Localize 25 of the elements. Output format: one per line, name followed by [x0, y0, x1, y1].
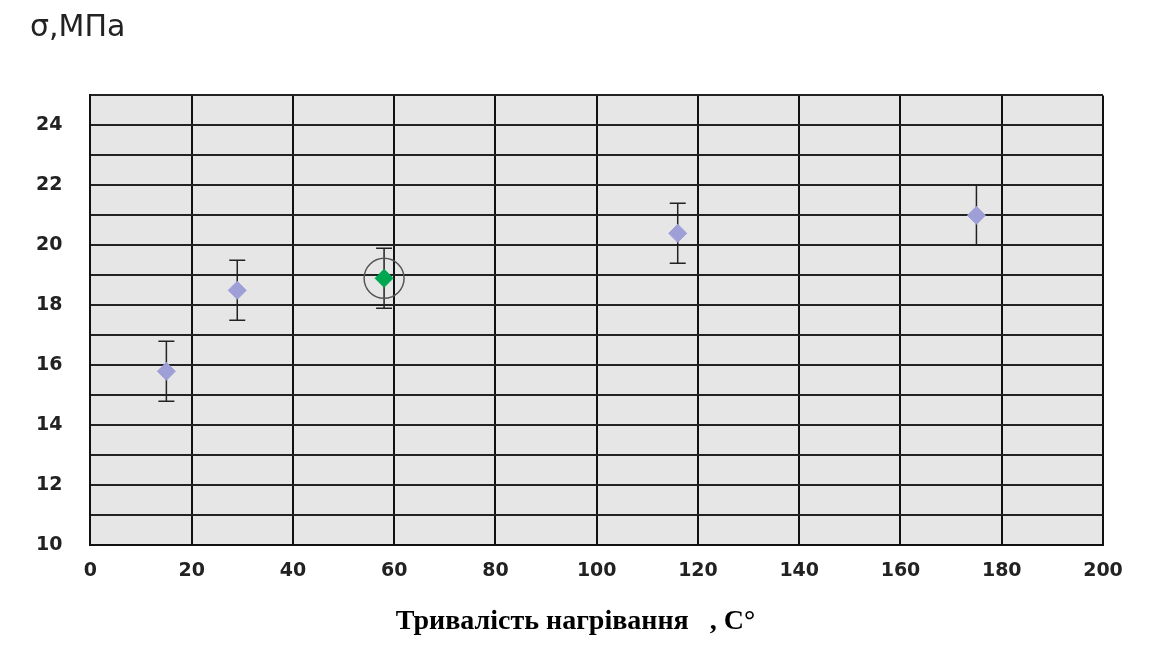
- point: [227, 280, 247, 300]
- x-tick-label: 40: [279, 557, 307, 580]
- point: [966, 205, 986, 225]
- x-tick-label: 60: [380, 557, 408, 580]
- x-tick-label: 0: [83, 557, 98, 580]
- x-tick-label: 160: [880, 557, 921, 580]
- y-tick-label: 10: [35, 532, 63, 555]
- x-tick-label: 200: [1083, 557, 1123, 580]
- y-tick-label: 24: [35, 112, 63, 135]
- y-tick-label: 18: [35, 292, 63, 315]
- y-tick-label: 12: [35, 472, 63, 495]
- y-tick-label: 22: [35, 172, 63, 195]
- point: [668, 223, 688, 243]
- x-tick-label: 100: [576, 557, 617, 580]
- y-tick-label: 14: [35, 412, 63, 435]
- x-tick-label: 180: [981, 557, 1022, 580]
- y-tick-label: 20: [35, 232, 63, 255]
- x-tick-label: 80: [482, 557, 509, 580]
- point: [156, 361, 176, 381]
- x-tick-label: 120: [678, 557, 718, 580]
- x-tick-label: 20: [178, 557, 205, 580]
- x-axis-title: Тривалість нагрівання , С°: [394, 604, 757, 636]
- x-tick-label: 140: [779, 557, 820, 580]
- y-axis-title: σ,МПа: [29, 8, 127, 45]
- y-tick-label: 16: [35, 352, 63, 375]
